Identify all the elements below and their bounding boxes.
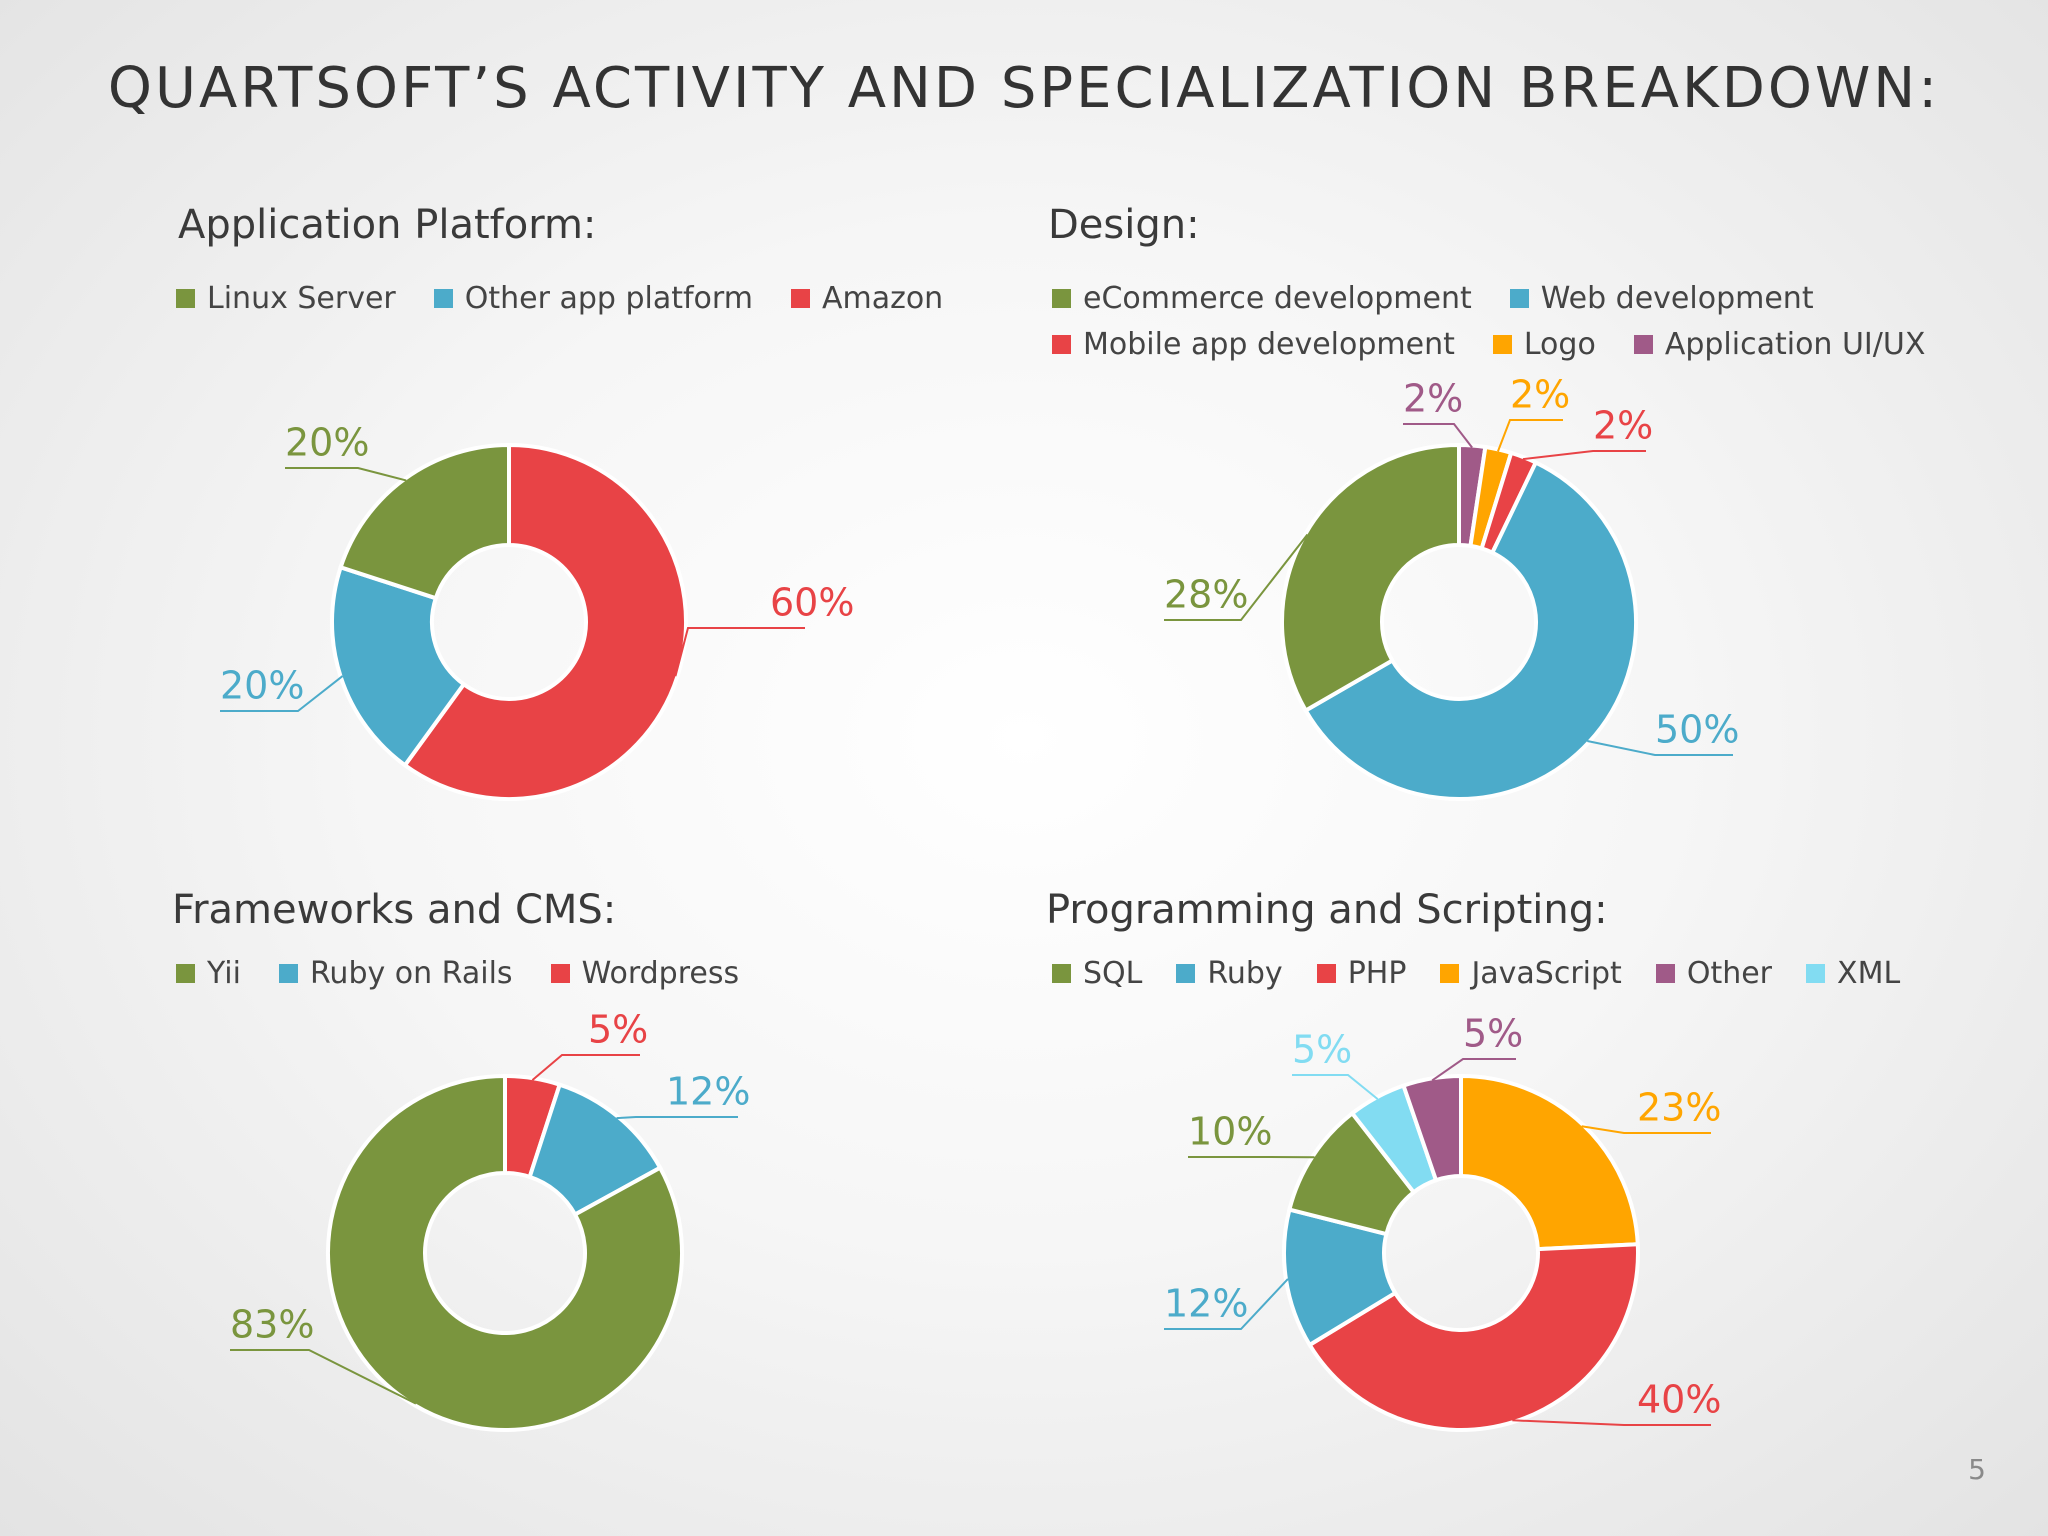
leader-line-ruby-on-rails: [616, 1116, 738, 1120]
data-label-mobile-app-development: 2%: [1593, 404, 1653, 448]
legend-item-other: Other: [1655, 956, 1772, 991]
chart-title-programming-scripting: Programming and Scripting:: [1046, 887, 1608, 933]
leader-line-ruby: [1164, 1278, 1289, 1330]
legend-frameworks-cms: Yii Ruby on Rails Wordpress: [176, 950, 777, 996]
legend-item-logo: Logo: [1492, 327, 1596, 362]
chart-title-design: Design:: [1048, 202, 1200, 248]
data-label-other-app-platform: 20%: [220, 664, 304, 708]
slice-other: [1400, 1073, 1463, 1183]
legend-item-web-development: Web development: [1509, 281, 1814, 316]
chart-title-application-platform: Application Platform:: [178, 202, 597, 248]
legend-item-other-app-platform: Other app platform: [433, 281, 753, 316]
legend-item-amazon: Amazon: [790, 281, 943, 316]
donut-design: 2% 2% 2% 50% 28%: [1164, 373, 1739, 801]
donut-application-platform: 60% 20% 20%: [220, 421, 854, 801]
legend-item-javascript: JavaScript: [1440, 956, 1622, 991]
slice-javascript: [1459, 1073, 1640, 1252]
legend-application-platform: Linux Server Other app platform Amazon: [176, 275, 981, 321]
leader-line-web-development: [1587, 740, 1733, 756]
leader-line-php: [1512, 1419, 1711, 1426]
data-label-other: 5%: [1463, 1012, 1523, 1056]
leader-line-linux-server: [285, 467, 407, 482]
data-label-ruby-on-rails: 12%: [666, 1070, 750, 1114]
leader-line-application-ui-ux: [1403, 423, 1473, 449]
data-label-application-ui-ux: 2%: [1403, 377, 1463, 421]
slice-linux-server: [338, 442, 511, 601]
leader-line-logo: [1497, 419, 1563, 452]
data-label-javascript: 23%: [1637, 1086, 1721, 1130]
slice-php: [1306, 1242, 1640, 1432]
leader-line-ecommerce-development: [1164, 533, 1309, 621]
leader-line-wordpress: [531, 1054, 640, 1081]
leader-line-mobile-app-development: [1522, 450, 1646, 461]
leader-line-xml: [1292, 1074, 1379, 1100]
leader-line-javascript: [1581, 1125, 1711, 1134]
slide-title: QUARTSOFT’S ACTIVITY AND SPECIALIZATION …: [107, 56, 1941, 121]
data-label-xml: 5%: [1292, 1028, 1352, 1072]
data-label-php: 40%: [1637, 1378, 1721, 1422]
legend-item-xml: XML: [1806, 956, 1900, 991]
data-label-ruby: 12%: [1164, 1282, 1248, 1326]
slice-ecommerce-development: [1280, 442, 1461, 714]
slice-amazon: [402, 442, 688, 801]
donut-programming-scripting: 23% 40% 12% 10% 5% 5%: [1164, 1012, 1721, 1432]
legend-design: eCommerce development Web development Mo…: [1052, 275, 1963, 367]
legend-item-ruby: Ruby: [1176, 956, 1283, 991]
data-label-ecommerce-development: 28%: [1164, 573, 1248, 617]
leader-line-other: [1431, 1058, 1516, 1082]
data-label-sql: 10%: [1188, 1110, 1272, 1154]
slice-yii: [326, 1073, 684, 1432]
legend-item-wordpress: Wordpress: [550, 956, 739, 991]
legend-item-ruby-on-rails: Ruby on Rails: [278, 956, 513, 991]
slice-web-development: [1302, 459, 1638, 801]
chart-title-frameworks-cms: Frameworks and CMS:: [172, 887, 617, 933]
legend-item-sql: SQL: [1052, 956, 1142, 991]
legend-item-linux-server: Linux Server: [176, 281, 396, 316]
page-number: 5: [1968, 1453, 1986, 1486]
donut-frameworks-cms: 5% 12% 83%: [230, 1008, 750, 1432]
legend-item-mobile-app-development: Mobile app development: [1052, 327, 1455, 362]
data-label-wordpress: 5%: [588, 1008, 648, 1052]
legend-item-application-ui-ux: Application UI/UX: [1633, 327, 1925, 362]
legend-programming-scripting: SQL Ruby PHP JavaScript Other XML: [1052, 950, 1900, 996]
data-label-yii: 83%: [230, 1303, 314, 1347]
data-label-logo: 2%: [1510, 373, 1570, 417]
data-label-linux-server: 20%: [285, 421, 369, 465]
data-label-amazon: 60%: [770, 581, 854, 625]
leader-line-amazon: [674, 627, 805, 677]
leader-line-other-app-platform: [220, 675, 344, 712]
legend-item-yii: Yii: [176, 956, 241, 991]
slice-other-app-platform: [330, 564, 467, 768]
legend-item-php: PHP: [1316, 956, 1406, 991]
legend-item-ecommerce-development: eCommerce development: [1052, 281, 1472, 316]
leader-line-yii: [230, 1349, 417, 1405]
data-label-web-development: 50%: [1655, 708, 1739, 752]
